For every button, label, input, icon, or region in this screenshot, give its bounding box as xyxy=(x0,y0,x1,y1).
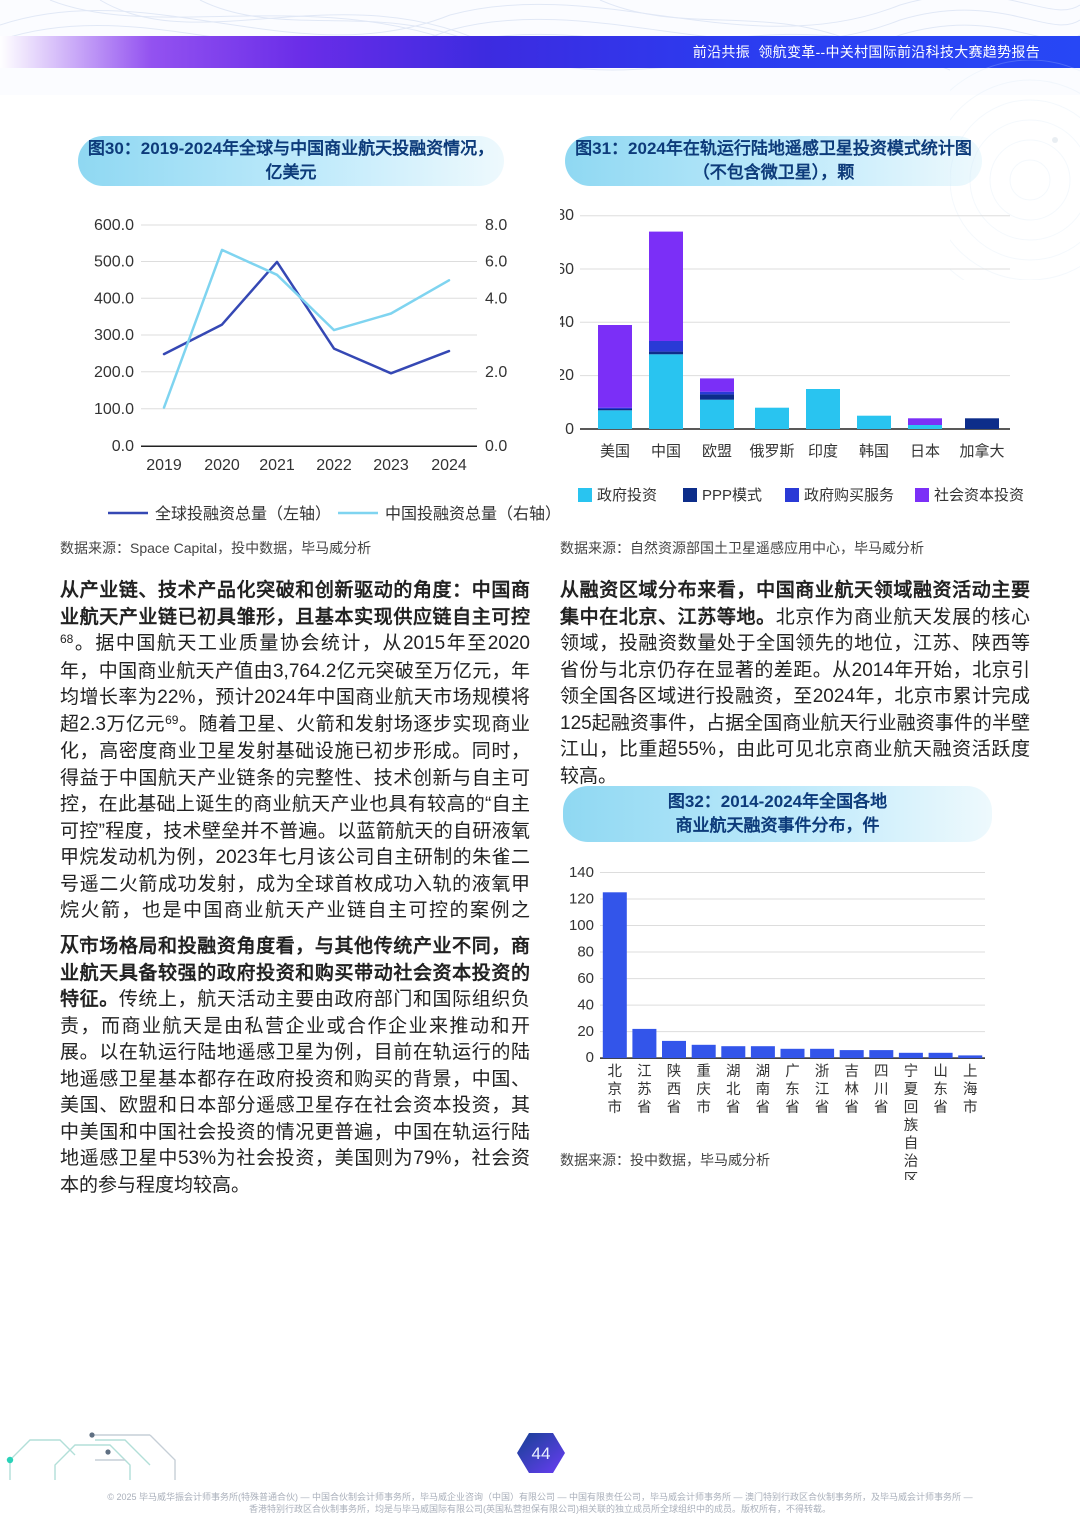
svg-text:40: 40 xyxy=(577,997,594,1014)
svg-text:四: 四 xyxy=(874,1064,889,1080)
svg-text:20: 20 xyxy=(560,367,574,384)
svg-text:京: 京 xyxy=(608,1081,623,1098)
svg-text:夏: 夏 xyxy=(904,1082,919,1098)
svg-text:2024: 2024 xyxy=(431,457,467,474)
svg-text:省: 省 xyxy=(815,1099,830,1116)
svg-text:2.0: 2.0 xyxy=(485,364,507,381)
svg-text:2023: 2023 xyxy=(373,457,409,474)
svg-text:宁: 宁 xyxy=(904,1063,919,1080)
svg-text:0.0: 0.0 xyxy=(112,438,134,455)
svg-text:族: 族 xyxy=(904,1117,919,1134)
svg-text:市: 市 xyxy=(608,1099,623,1116)
svg-text:省: 省 xyxy=(756,1099,771,1116)
svg-text:社会资本投资: 社会资本投资 xyxy=(934,487,1024,504)
svg-text:120: 120 xyxy=(569,891,594,908)
svg-text:140: 140 xyxy=(569,864,594,881)
svg-text:北: 北 xyxy=(726,1081,741,1098)
svg-text:60: 60 xyxy=(560,261,574,278)
svg-text:80: 80 xyxy=(560,208,574,224)
svg-text:6.0: 6.0 xyxy=(485,254,507,271)
svg-text:省: 省 xyxy=(726,1099,741,1116)
svg-text:省: 省 xyxy=(933,1099,948,1116)
svg-text:回: 回 xyxy=(904,1099,919,1116)
svg-text:全球投融资总量（左轴）: 全球投融资总量（左轴） xyxy=(155,505,331,523)
svg-text:政府投资: 政府投资 xyxy=(597,487,657,504)
svg-text:中国: 中国 xyxy=(651,443,681,460)
svg-text:600.0: 600.0 xyxy=(94,217,134,234)
svg-text:60: 60 xyxy=(577,970,594,987)
svg-text:2021: 2021 xyxy=(259,457,295,474)
svg-text:印度: 印度 xyxy=(808,443,838,460)
svg-text:2019: 2019 xyxy=(146,457,182,474)
svg-text:省: 省 xyxy=(844,1099,859,1116)
svg-text:自: 自 xyxy=(904,1135,919,1152)
svg-text:治: 治 xyxy=(904,1153,919,1170)
svg-text:林: 林 xyxy=(844,1081,859,1098)
svg-text:南: 南 xyxy=(756,1081,771,1098)
svg-text:欧盟: 欧盟 xyxy=(702,443,732,460)
svg-text:江: 江 xyxy=(637,1063,652,1080)
svg-text:庆: 庆 xyxy=(696,1081,711,1098)
svg-text:北: 北 xyxy=(608,1063,623,1080)
svg-text:省: 省 xyxy=(637,1099,652,1116)
svg-text:省: 省 xyxy=(785,1099,800,1116)
svg-text:广: 广 xyxy=(785,1063,800,1080)
svg-text:8.0: 8.0 xyxy=(485,217,507,234)
svg-text:2020: 2020 xyxy=(204,457,240,474)
svg-text:500.0: 500.0 xyxy=(94,254,134,271)
svg-text:100.0: 100.0 xyxy=(94,401,134,418)
svg-text:80: 80 xyxy=(577,944,594,961)
svg-text:山: 山 xyxy=(933,1063,948,1080)
svg-text:0: 0 xyxy=(586,1049,594,1066)
svg-text:西: 西 xyxy=(667,1082,682,1098)
svg-text:美国: 美国 xyxy=(600,443,630,460)
svg-text:0: 0 xyxy=(565,421,574,438)
svg-text:俄罗斯: 俄罗斯 xyxy=(749,443,794,460)
svg-text:PPP模式: PPP模式 xyxy=(702,487,762,504)
svg-text:省: 省 xyxy=(667,1099,682,1116)
svg-text:市: 市 xyxy=(963,1099,978,1116)
svg-text:44: 44 xyxy=(532,1444,551,1463)
svg-text:0.0: 0.0 xyxy=(485,438,507,455)
svg-text:浙: 浙 xyxy=(815,1063,830,1080)
svg-text:东: 东 xyxy=(785,1081,800,1098)
svg-text:湖: 湖 xyxy=(726,1063,741,1080)
svg-text:100: 100 xyxy=(569,917,594,934)
svg-text:200.0: 200.0 xyxy=(94,364,134,381)
svg-text:市: 市 xyxy=(696,1099,711,1116)
svg-text:韩国: 韩国 xyxy=(859,443,889,460)
svg-text:省: 省 xyxy=(874,1099,889,1116)
svg-text:日本: 日本 xyxy=(910,443,940,460)
svg-text:陕: 陕 xyxy=(667,1063,682,1080)
svg-text:海: 海 xyxy=(963,1081,978,1098)
svg-text:400.0: 400.0 xyxy=(94,290,134,307)
svg-text:湖: 湖 xyxy=(756,1063,771,1080)
svg-text:吉: 吉 xyxy=(844,1063,859,1080)
svg-text:东: 东 xyxy=(933,1081,948,1098)
svg-text:2022: 2022 xyxy=(316,457,352,474)
svg-text:川: 川 xyxy=(874,1082,889,1098)
svg-text:区: 区 xyxy=(904,1172,919,1180)
svg-text:加拿大: 加拿大 xyxy=(959,442,1004,460)
svg-text:苏: 苏 xyxy=(637,1081,652,1098)
svg-text:政府购买服务: 政府购买服务 xyxy=(804,487,894,504)
svg-text:上: 上 xyxy=(963,1063,978,1080)
svg-text:4.0: 4.0 xyxy=(485,290,507,307)
svg-text:重: 重 xyxy=(696,1063,711,1080)
svg-text:40: 40 xyxy=(560,314,574,331)
svg-text:20: 20 xyxy=(577,1023,594,1040)
svg-text:中国投融资总量（右轴）: 中国投融资总量（右轴） xyxy=(385,505,560,523)
svg-text:300.0: 300.0 xyxy=(94,327,134,344)
svg-text:江: 江 xyxy=(815,1081,830,1098)
